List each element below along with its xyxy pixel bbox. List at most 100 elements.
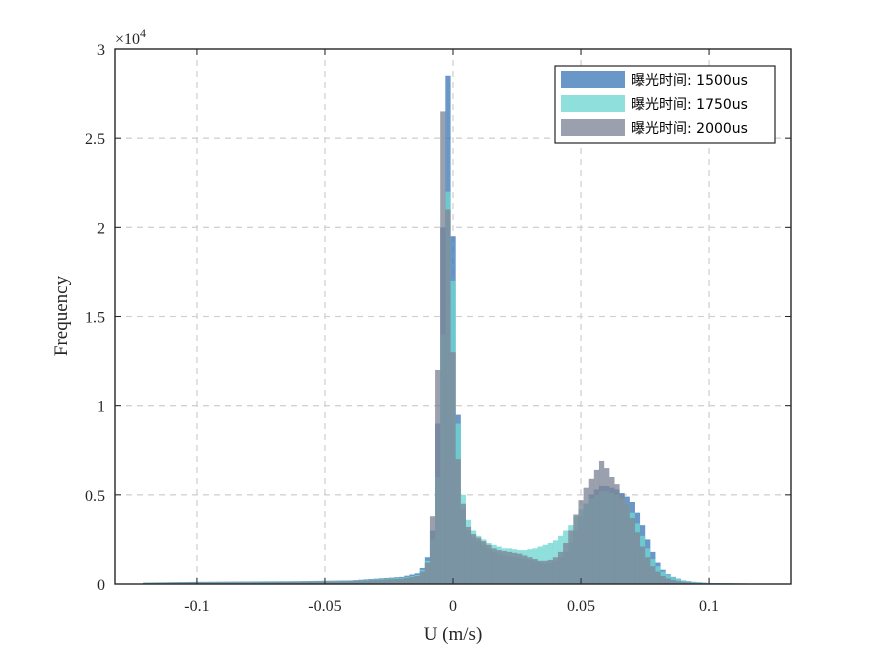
histogram-bar [429, 516, 436, 584]
histogram-bar [399, 578, 405, 584]
x-tick-label: 0.1 [699, 598, 719, 615]
histogram-bar [537, 560, 543, 584]
histogram-bar [235, 582, 241, 584]
histogram-bar [230, 582, 236, 584]
legend: 曝光时间: 1500us 曝光时间: 1750us 曝光时间: 2000us [554, 65, 776, 144]
y-tick-label: 1.5 [85, 310, 105, 327]
histogram-bar [368, 580, 374, 584]
histogram-bar [481, 541, 487, 584]
histogram-bar [604, 468, 610, 584]
histogram-bar [435, 370, 441, 584]
histogram-bar [629, 518, 635, 584]
histogram-bar [281, 581, 287, 584]
legend-label: 曝光时间: 1500us [631, 73, 748, 89]
x-tick-label: 0.05 [567, 598, 595, 615]
y-tick-label: 3 [97, 42, 105, 59]
histogram-bar [179, 582, 185, 584]
histogram-bar [491, 548, 497, 584]
histogram-bar [568, 530, 574, 584]
histogram-bar [327, 581, 333, 584]
legend-swatch [561, 95, 625, 112]
histogram-bar [680, 581, 687, 584]
y-tick-label: 2.5 [85, 131, 105, 148]
histogram-bar [624, 503, 630, 584]
y-tick-label: 0 [97, 577, 105, 594]
histogram-bar [301, 581, 308, 584]
histogram-bar [588, 478, 594, 584]
histogram-bar [378, 579, 385, 584]
histogram-bar [460, 503, 466, 584]
histogram-bar [332, 581, 338, 584]
histogram-bar [675, 581, 682, 584]
histogram-bar [358, 580, 364, 584]
y-tick-label: 2 [97, 220, 105, 237]
histogram-bar [240, 582, 246, 584]
y-exponent: ×104 [115, 26, 146, 48]
histogram-bar [245, 582, 251, 584]
histogram-bars [143, 75, 763, 585]
x-tick-label: -0.1 [184, 598, 209, 615]
x-tick-label: -0.05 [308, 598, 341, 615]
histogram-bar [686, 582, 692, 584]
histogram-bar [660, 575, 666, 584]
x-axis-label: U (m/s) [424, 624, 483, 645]
histogram-bar [593, 469, 600, 584]
histogram-bar [271, 582, 277, 584]
y-exponent-power: 4 [140, 26, 146, 40]
histogram-bar [419, 571, 425, 584]
histogram-bar [388, 579, 395, 584]
histogram-bar [394, 578, 400, 584]
plot-frame [114, 48, 792, 585]
legend-label: 曝光时间: 1750us [631, 97, 748, 113]
histogram-bar [645, 557, 651, 584]
histogram-bar [312, 581, 318, 584]
histogram-bar [496, 550, 502, 584]
y-axis-label: Frequency [51, 275, 72, 356]
histogram-bar [655, 571, 661, 584]
histogram-bar [342, 581, 349, 584]
histogram-bar [573, 514, 579, 584]
histogram-bar [542, 560, 548, 584]
histogram-bar [609, 477, 615, 584]
histogram-bar [296, 581, 303, 584]
histogram-bar [440, 111, 446, 585]
histogram-bar [455, 459, 461, 584]
y-exponent-base: ×10 [115, 31, 140, 48]
histogram-bar [598, 460, 605, 584]
histogram-bar [260, 582, 267, 584]
histogram-bar [286, 581, 292, 584]
histogram-bar [619, 494, 625, 584]
histogram-bar [532, 559, 538, 584]
y-tick-label: 0.5 [85, 488, 105, 505]
histogram-bar [552, 557, 559, 584]
histogram-bar [465, 526, 472, 584]
y-tick-labels: 0 0.5 1 1.5 2 2.5 3 [85, 42, 105, 594]
histogram-bar [634, 532, 641, 584]
histogram-bar [414, 575, 420, 584]
histogram-bar [476, 537, 482, 584]
histogram-bar [409, 576, 415, 584]
histogram-bar [276, 582, 282, 584]
histogram-bar [506, 551, 513, 584]
histogram-bar [373, 579, 379, 584]
histogram-bar [250, 582, 256, 584]
legend-swatch [561, 71, 625, 88]
series-3-bars [143, 111, 763, 585]
histogram-bar [639, 546, 646, 584]
y-tick-label: 1 [97, 399, 105, 416]
histogram-bar [614, 484, 620, 584]
histogram-bar [486, 544, 492, 584]
histogram-bar [450, 352, 456, 584]
histogram-bar [578, 500, 584, 584]
histogram-bar [363, 580, 369, 584]
histogram-bar [189, 582, 195, 584]
histogram-bar [404, 577, 410, 584]
histogram-bar [204, 582, 210, 584]
histogram-bar [266, 582, 272, 584]
histogram-bar [214, 582, 221, 584]
histogram-bar [501, 551, 507, 584]
histogram-bar [184, 582, 190, 584]
histogram-bar [665, 578, 671, 584]
histogram-bar [199, 582, 205, 584]
